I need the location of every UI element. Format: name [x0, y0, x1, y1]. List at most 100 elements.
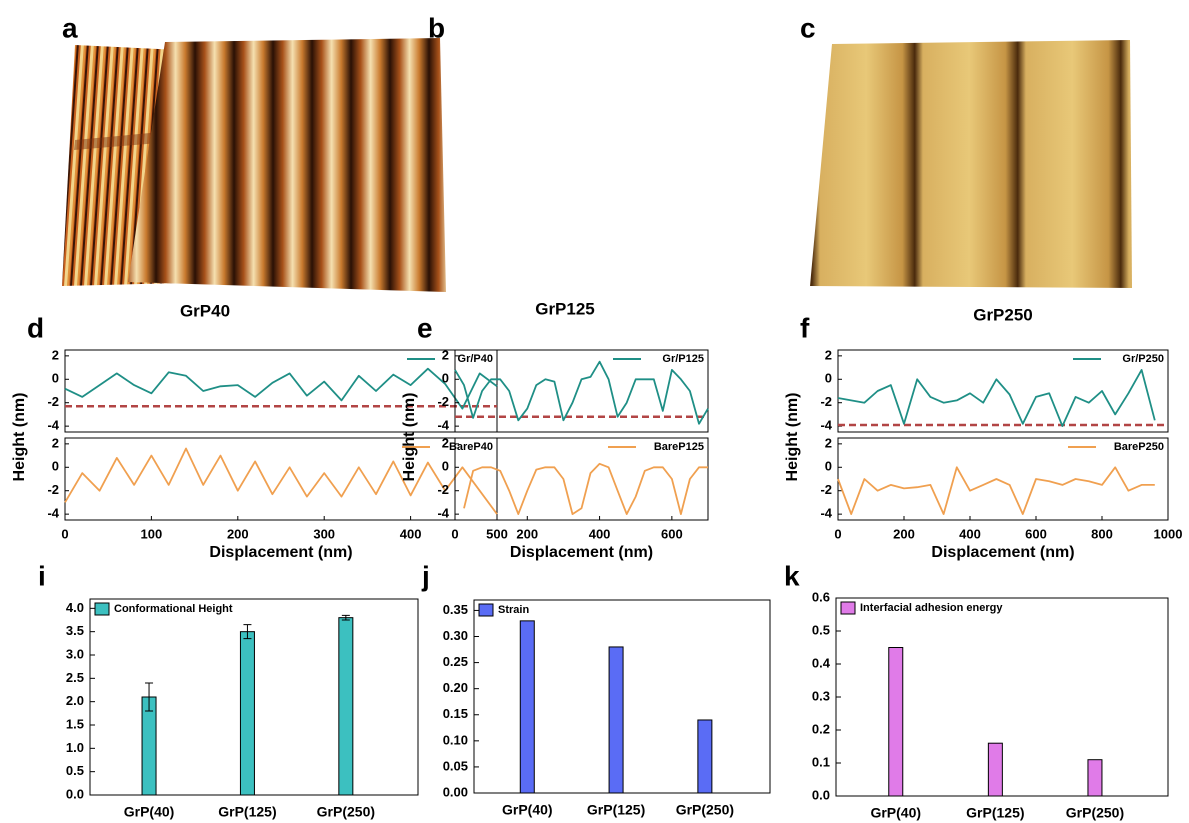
x-tick-label: 500	[486, 526, 508, 541]
y-tick-label: 0.5	[812, 622, 830, 637]
y-tick-label: 2.0	[66, 693, 84, 708]
profile-line	[837, 369, 1156, 427]
x-tick-label: GrP(40)	[124, 804, 175, 820]
plot-frame	[837, 349, 1169, 433]
y-tick-label: 0.20	[443, 680, 468, 695]
afm-image	[128, 38, 446, 292]
y-tick-label: 4.0	[66, 600, 84, 615]
legend-swatch	[840, 601, 856, 615]
panel-letter: d	[27, 312, 44, 343]
profile-line	[64, 447, 498, 515]
x-tick-label: GrP(40)	[502, 802, 553, 818]
y-tick-label: -2	[820, 482, 832, 497]
y-tick-label: 2	[442, 435, 449, 450]
panel-letter: c	[800, 12, 816, 43]
y-tick-label: 0	[825, 371, 832, 386]
plot-frame	[64, 349, 498, 433]
panel-letter: a	[62, 12, 78, 43]
x-tick-label: 1000	[1154, 526, 1183, 541]
legend-label: Conformational Height	[114, 603, 233, 615]
y-tick-label: 0.2	[812, 721, 830, 736]
legend-label: BareP125	[654, 441, 704, 453]
x-tick-label: GrP(125)	[587, 802, 645, 818]
bar	[987, 742, 1003, 797]
y-tick-label: -4	[820, 418, 832, 433]
bar	[338, 617, 354, 796]
x-tick-label: GrP(40)	[870, 805, 921, 821]
y-tick-label: -2	[820, 394, 832, 409]
y-axis-label: Height (nm)	[11, 393, 28, 482]
legend-label: Gr/P125	[662, 353, 704, 365]
x-tick-label: 300	[313, 526, 335, 541]
x-axis-label: Displacement (nm)	[510, 544, 653, 561]
y-tick-label: 0.05	[443, 758, 468, 773]
y-tick-label: 2	[52, 347, 59, 362]
y-tick-label: 2.5	[66, 670, 84, 685]
x-tick-label: 100	[141, 526, 163, 541]
error-bar	[145, 682, 154, 712]
y-tick-label: -4	[820, 506, 832, 521]
y-tick-label: 3.5	[66, 623, 84, 638]
x-tick-label: GrP(125)	[966, 805, 1024, 821]
x-tick-label: GrP(125)	[218, 804, 276, 820]
profile-line	[64, 367, 498, 410]
y-tick-label: 1.0	[66, 740, 84, 755]
y-tick-label: -2	[47, 482, 59, 497]
x-tick-label: 200	[516, 526, 538, 541]
legend-label: Strain	[498, 604, 529, 616]
profile-line	[454, 360, 709, 425]
bar	[519, 620, 535, 794]
plot-frame	[64, 437, 498, 521]
x-tick-label: 600	[1025, 526, 1047, 541]
y-axis-label: Height (nm)	[401, 393, 418, 482]
x-tick-label: GrP(250)	[676, 802, 734, 818]
y-tick-label: 2	[825, 347, 832, 362]
x-tick-label: 600	[661, 526, 683, 541]
y-tick-label: 0	[825, 459, 832, 474]
plot-frame	[454, 437, 709, 521]
panel-letter: i	[38, 560, 46, 591]
image-caption: GrP125	[535, 299, 595, 318]
x-tick-label: 800	[1091, 526, 1113, 541]
y-tick-label: 2	[52, 435, 59, 450]
image-caption: GrP40	[180, 301, 230, 320]
x-axis-label: Displacement (nm)	[931, 544, 1074, 561]
error-bar	[243, 624, 252, 640]
legend-label: Gr/P40	[458, 353, 493, 365]
x-tick-label: GrP(250)	[317, 804, 375, 820]
afm-image	[810, 40, 1132, 288]
y-tick-label: -2	[437, 482, 449, 497]
y-tick-label: 0.0	[66, 786, 84, 801]
image-caption: GrP250	[973, 305, 1033, 324]
legend-label: BareP250	[1114, 441, 1164, 453]
bar	[608, 646, 624, 794]
plot-frame	[454, 349, 709, 433]
y-tick-label: 0.15	[443, 706, 468, 721]
y-tick-label: 0	[52, 371, 59, 386]
x-tick-label: 400	[400, 526, 422, 541]
panel-letter: j	[421, 560, 430, 591]
y-tick-label: 0.3	[812, 688, 830, 703]
x-tick-label: 200	[227, 526, 249, 541]
y-tick-label: 2	[442, 347, 449, 362]
y-tick-label: -2	[437, 394, 449, 409]
panel-letter: f	[800, 312, 810, 343]
bar	[239, 631, 255, 796]
bar	[141, 696, 157, 796]
x-tick-label: 200	[893, 526, 915, 541]
y-tick-label: 2	[825, 435, 832, 450]
y-tick-label: 0	[52, 459, 59, 474]
y-tick-label: 0	[442, 459, 449, 474]
legend-label: Interfacial adhesion energy	[860, 602, 1003, 614]
y-tick-label: 0.5	[66, 763, 84, 778]
y-tick-label: -4	[437, 418, 449, 433]
legend-label: BareP40	[449, 441, 493, 453]
y-tick-label: 1.5	[66, 716, 84, 731]
legend-label: Gr/P250	[1122, 353, 1164, 365]
profile-line	[463, 462, 708, 515]
y-tick-label: 0.25	[443, 654, 468, 669]
bar	[1087, 759, 1103, 797]
y-tick-label: 0.30	[443, 628, 468, 643]
y-tick-label: 0.00	[443, 784, 468, 799]
x-tick-label: 400	[589, 526, 611, 541]
